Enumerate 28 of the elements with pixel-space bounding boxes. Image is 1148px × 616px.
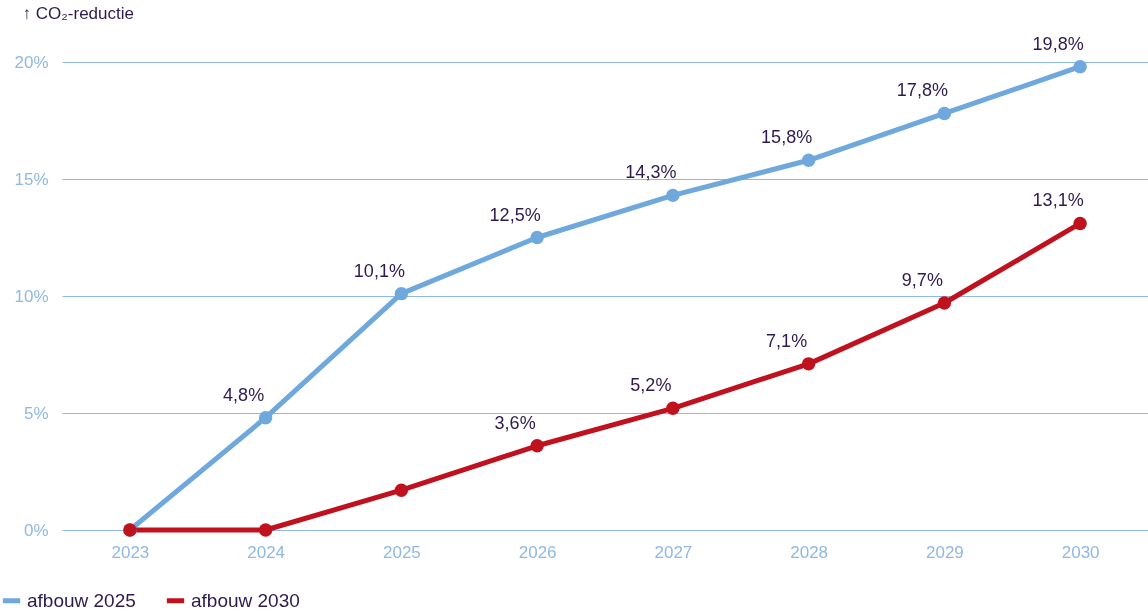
x-tick-label: 2023 — [111, 542, 150, 562]
data-label: 13,1% — [1032, 190, 1084, 211]
data-label: 19,8% — [1032, 33, 1084, 54]
x-tick-label: 2028 — [790, 542, 829, 562]
x-tick-label: 2029 — [925, 542, 964, 562]
x-tick-label: 2025 — [382, 542, 421, 562]
data-label: 9,7% — [901, 270, 943, 291]
data-label: 7,1% — [766, 330, 808, 351]
legend-label: afbouw 2025 — [27, 589, 136, 611]
data-label: 12,5% — [489, 204, 541, 225]
y-tick-label: 20% — [14, 52, 49, 72]
data-label: 5,2% — [630, 375, 672, 396]
data-label: 3,6% — [494, 412, 536, 433]
x-tick-label: 2027 — [654, 542, 693, 562]
x-tick-label: 2024 — [247, 542, 286, 562]
data-label: 4,8% — [223, 384, 265, 405]
x-tick-label: 2030 — [1061, 542, 1100, 562]
y-tick-label: 10% — [14, 286, 49, 306]
data-label: 15,8% — [761, 127, 813, 148]
y-tick-label: 0% — [23, 520, 49, 540]
legend-label: afbouw 2030 — [191, 589, 300, 611]
data-label: 17,8% — [896, 80, 948, 101]
y-tick-label: 5% — [23, 403, 49, 423]
data-label: 10,1% — [353, 260, 405, 281]
y-tick-label: 15% — [14, 169, 49, 189]
data-label: 14,3% — [625, 162, 677, 183]
y-axis-title: ↑ CO₂-reductie — [22, 3, 134, 23]
x-tick-label: 2026 — [518, 542, 557, 562]
